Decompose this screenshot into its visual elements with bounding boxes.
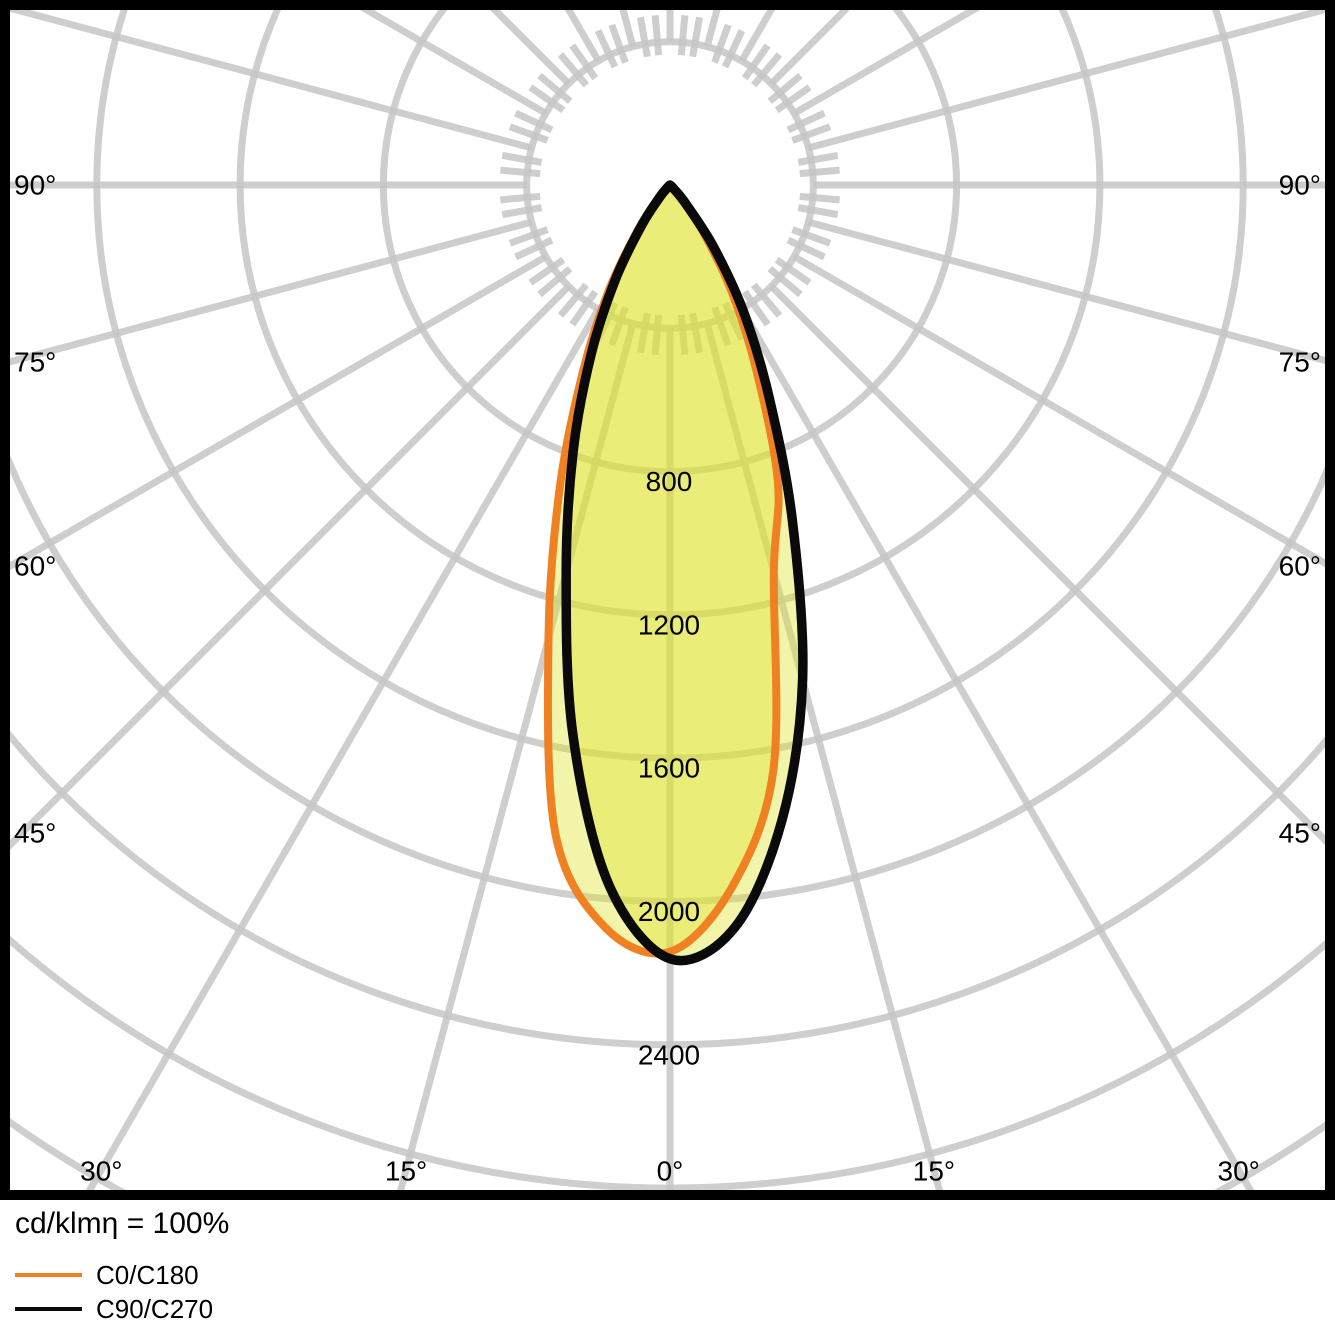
grid-ray	[83, 307, 602, 1193]
angle-tick	[651, 314, 663, 355]
polar-grid	[7, 7, 1328, 1193]
angle-tick	[799, 166, 840, 178]
angle-tick	[767, 266, 803, 298]
beam-fill-c0-c180	[547, 185, 779, 954]
angle-label-left: 60°	[14, 551, 56, 582]
photometric-polar-chart: 90° 90° 75° 75° 60° 60° 45° 45° 30° 15° 0° 15° 30° 80…	[0, 0, 1335, 1200]
radial-value-label: 1200	[638, 609, 700, 640]
angle-tick	[751, 52, 783, 88]
angle-tick	[569, 289, 599, 327]
angle-tick	[651, 15, 663, 56]
efficiency-label: cd/klmη = 100%	[15, 1207, 230, 1240]
grid-ray	[738, 307, 1257, 1193]
legend-label-c0-c180: C0/C180	[96, 1259, 199, 1290]
angle-tick	[569, 43, 599, 81]
legend: cd/klmη = 100% C0/C180 C90/C270	[15, 1206, 229, 1326]
angle-tick	[537, 72, 573, 104]
radial-value-label: 2000	[638, 896, 700, 927]
grid-ray	[807, 7, 1328, 152]
angle-tick	[689, 16, 704, 58]
angle-label-left: 75°	[14, 346, 56, 377]
angle-tick	[689, 312, 704, 354]
angle-label-bottom: 0°	[657, 1156, 684, 1187]
angle-tick	[508, 226, 549, 247]
angle-label-bottom: 30°	[80, 1156, 122, 1187]
angle-tick	[528, 84, 566, 114]
angle-tick	[537, 266, 573, 298]
angle-label-left: 45°	[14, 818, 56, 849]
angle-label-right: 60°	[1279, 551, 1321, 582]
radial-value-label: 800	[646, 466, 693, 497]
grid-ray	[354, 7, 548, 117]
grid-ray	[7, 218, 533, 367]
grid-ray	[807, 218, 1328, 365]
angle-tick	[751, 282, 783, 318]
grid-ray	[7, 7, 533, 152]
angle-tick	[594, 29, 619, 69]
angle-tick	[774, 84, 812, 114]
grid-ray	[768, 283, 1328, 848]
angle-tick	[721, 29, 746, 69]
angle-tick	[514, 109, 554, 134]
angle-tick	[500, 192, 541, 204]
angle-tick	[767, 72, 803, 104]
legend-item-c0-c180: C0/C180	[15, 1258, 229, 1292]
angle-tick	[608, 306, 629, 347]
angle-label-right: 75°	[1279, 346, 1321, 377]
angle-tick	[608, 23, 629, 64]
angle-label-bottom: 15°	[913, 1156, 955, 1187]
angle-label-bottom: 15°	[385, 1156, 427, 1187]
angle-tick	[501, 151, 543, 166]
angle-tick	[797, 151, 839, 166]
angle-tick	[799, 192, 840, 204]
angle-tick	[774, 256, 812, 286]
angle-tick	[786, 109, 826, 134]
angle-tick	[791, 123, 832, 144]
c90-c270-curve	[561, 180, 808, 966]
grid-ray	[792, 7, 986, 117]
angle-tick	[514, 236, 554, 261]
radial-value-label: 2400	[638, 1039, 700, 1070]
angle-tick	[797, 204, 839, 219]
beam-fills	[547, 185, 803, 961]
grid-ray	[396, 322, 637, 1193]
grid-ray	[7, 253, 548, 572]
angle-tick	[636, 312, 651, 354]
angle-tick	[741, 43, 771, 81]
angle-tick	[721, 301, 746, 341]
angle-tick	[500, 166, 541, 178]
grid-ray	[7, 283, 572, 853]
angle-tick	[711, 306, 732, 347]
angle-label-left: 90°	[14, 170, 56, 201]
angle-tick	[677, 15, 689, 56]
angle-label-right: 90°	[1279, 170, 1321, 201]
beam-curves	[543, 180, 808, 966]
axis-labels: 90° 90° 75° 75° 60° 60° 45° 45° 30° 15° 0° 15° 30° 80…	[14, 170, 1321, 1187]
angle-tick	[501, 204, 543, 219]
grid-ray	[487, 7, 572, 87]
angle-label-right: 45°	[1279, 818, 1321, 849]
grid-ray	[703, 322, 944, 1193]
angle-tick	[528, 256, 566, 286]
angle-tick	[711, 23, 732, 64]
grid-ray	[792, 253, 1328, 569]
c0-c180-line-swatch	[15, 1273, 82, 1277]
angle-tick	[557, 282, 589, 318]
beam-fill-c90-c270	[566, 185, 803, 961]
c90-c270-line-swatch	[15, 1307, 82, 1311]
radial-value-label: 1600	[638, 753, 700, 784]
angle-tick	[508, 123, 549, 144]
angle-tick	[741, 289, 771, 327]
legend-label-c90-c270: C90/C270	[96, 1293, 214, 1324]
legend-item-c90-c270: C90/C270	[15, 1292, 229, 1326]
grid-ray	[768, 7, 853, 87]
plot-frame	[0, 0, 1335, 1200]
angle-tick	[636, 16, 651, 58]
angle-tick	[677, 314, 689, 355]
angle-tick	[557, 52, 589, 88]
angle-tick	[791, 226, 832, 247]
angle-tick	[786, 236, 826, 261]
angle-label-bottom: 30°	[1218, 1156, 1260, 1187]
